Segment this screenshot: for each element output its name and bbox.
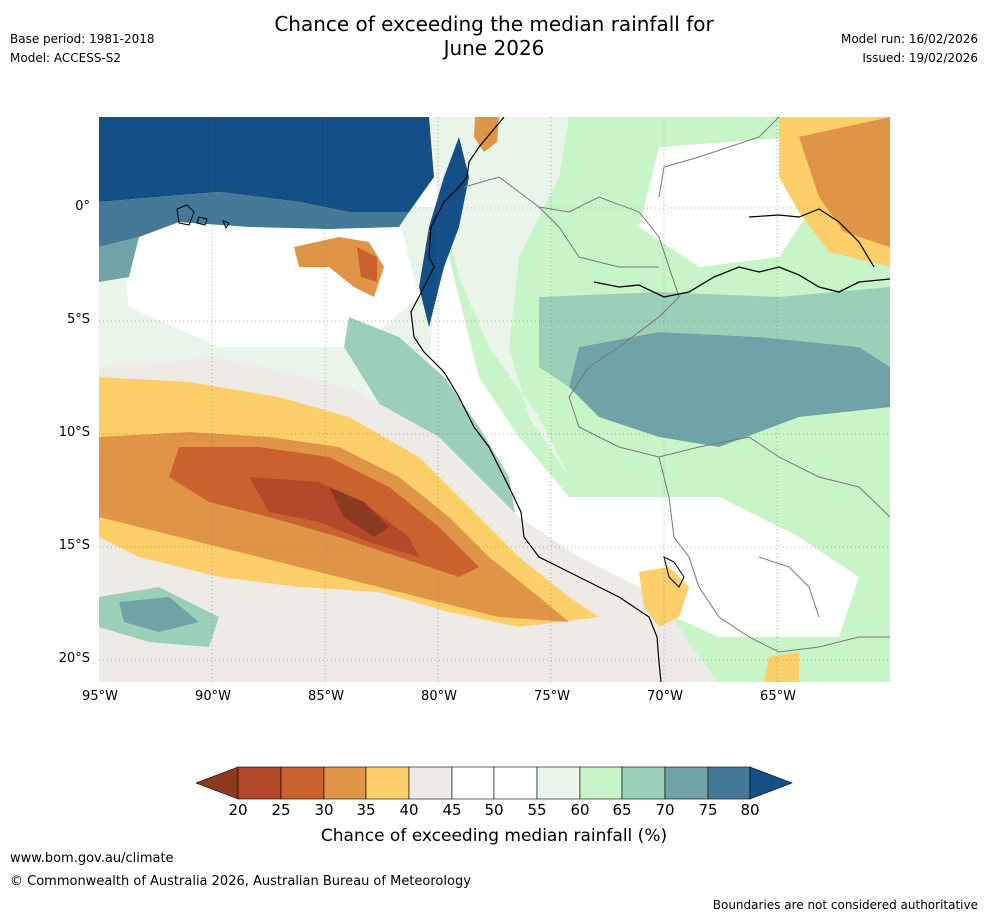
field-50-55-south	[519, 497, 859, 637]
field-30-35-n-coast	[474, 117, 499, 152]
field-30-35-ne	[799, 117, 890, 247]
field-20-25-south	[249, 477, 419, 557]
colorbar-bin-65-70	[621, 766, 666, 800]
field-70-75-sw	[119, 597, 199, 632]
colorbar-bin-70-75	[664, 766, 709, 800]
lat-tick-10s: 10°S	[58, 425, 90, 440]
colorbar	[196, 766, 793, 800]
lon-tick-65w: 65°W	[760, 689, 796, 704]
field-70-75-inland	[569, 332, 890, 447]
colorbar-bin-55-60	[536, 766, 581, 800]
lat-tick-20s: 20°S	[58, 651, 90, 666]
colorbar-label-75: 75	[698, 801, 718, 819]
lon-tick-85w: 85°W	[308, 689, 344, 704]
colorbar-label-30: 30	[314, 801, 334, 819]
lon-tick-70w: 70°W	[647, 689, 683, 704]
colorbar-bin-45-50	[451, 766, 495, 800]
colorbar-bin-30-35	[323, 766, 367, 800]
colorbar-bin-40-45	[408, 766, 453, 800]
title-line-2: June 2026	[443, 36, 545, 60]
field-below-20-south	[329, 487, 389, 537]
colorbar-label-60: 60	[570, 801, 590, 819]
field-25-30-ocean-patch	[357, 247, 377, 282]
negro-river	[748, 208, 875, 268]
field-50-55-north	[639, 137, 819, 267]
colorbar-label-70: 70	[655, 801, 675, 819]
colorbar-label-45: 45	[442, 801, 462, 819]
model-text: Model: ACCESS-S2	[10, 51, 122, 65]
field-35-40-se2	[764, 652, 799, 682]
field-70-75-nw	[99, 237, 139, 282]
lon-tick-75w: 75°W	[534, 689, 570, 704]
map-title: Chance of exceeding the median rainfall …	[0, 12, 988, 60]
lat-tick-0: 0°	[75, 199, 90, 214]
disclaimer-text: Boundaries are not considered authoritat…	[712, 898, 978, 912]
field-65-70-inland	[539, 287, 890, 387]
model-run-text: Model run: 16/02/2026	[840, 32, 978, 46]
colorbar-label-55: 55	[527, 801, 547, 819]
colorbar-label-20: 20	[228, 801, 248, 819]
issued-text: Issued: 19/02/2026	[862, 51, 978, 65]
lake-titicaca	[663, 556, 685, 588]
colorbar-label-50: 50	[484, 801, 504, 819]
coastline	[410, 117, 662, 682]
field-above-80-nw	[99, 117, 434, 212]
lat-tick-15s: 15°S	[58, 538, 90, 553]
field-75-80-nw	[99, 192, 409, 247]
field-55-60-east	[429, 117, 569, 477]
colorbar-title: Chance of exceeding median rainfall (%)	[320, 826, 668, 846]
copyright-text: © Commonwealth of Australia 2026, Austra…	[10, 874, 471, 889]
colorbar-label-35: 35	[356, 801, 376, 819]
title-line-1: Chance of exceeding the median rainfall …	[274, 12, 714, 36]
colorbar-label-65: 65	[612, 801, 632, 819]
galapagos-islands	[176, 204, 230, 230]
colorbar-below-20-arrow	[196, 766, 239, 800]
colorbar-bin-20-25	[237, 766, 282, 800]
map-canvas	[99, 117, 890, 682]
field-above-80-coast	[419, 137, 469, 327]
colorbar-bin-60-65	[579, 766, 623, 800]
rainfall-map	[99, 117, 890, 682]
country-boundaries	[463, 117, 890, 653]
website-text: www.bom.gov.au/climate	[10, 851, 174, 866]
colorbar-above-80-arrow	[749, 766, 793, 800]
colorbar-bin-50-55	[493, 766, 538, 800]
lon-tick-95w: 95°W	[82, 689, 118, 704]
base-period-text: Base period: 1981-2018	[10, 32, 155, 46]
lon-tick-90w: 90°W	[195, 689, 231, 704]
colorbar-bin-75-80	[707, 766, 751, 800]
colorbar-bin-25-30	[280, 766, 325, 800]
amazon-river	[593, 266, 890, 298]
colorbar-label-40: 40	[399, 801, 419, 819]
colorbar-bin-35-40	[365, 766, 410, 800]
lon-tick-80w: 80°W	[421, 689, 457, 704]
colorbar-label-25: 25	[271, 801, 291, 819]
lat-tick-5s: 5°S	[66, 312, 90, 327]
colorbar-label-80: 80	[740, 801, 760, 819]
